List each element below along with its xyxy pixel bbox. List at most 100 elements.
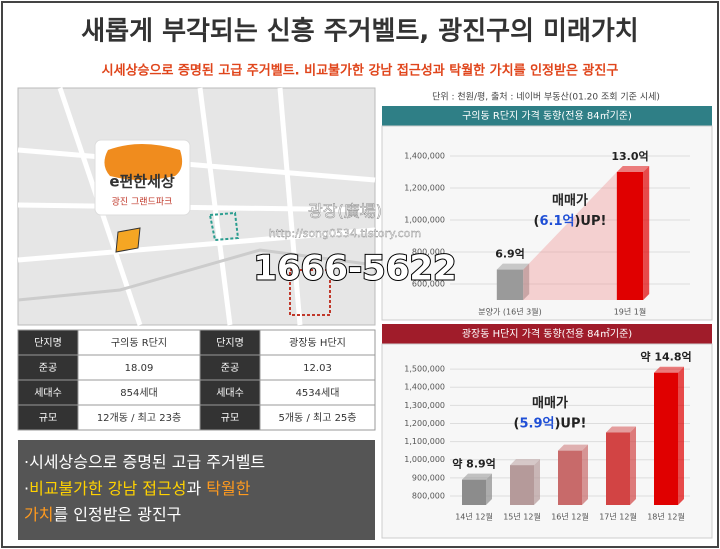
bullet-part: 과 [186,479,206,498]
chart-title: 광장동 H단지 가격 동향(전용 84㎡기준) [462,327,632,340]
annotation: (6.1억)UP! [534,213,607,228]
bullet: ·시세상승으로 증명된 고급 주거벨트 [24,453,265,472]
watermark: 광장(廣場) [308,202,382,221]
bar-top [654,366,684,373]
x-tick-label: 19년 1월 [614,307,647,317]
annotation-part: )UP! [574,213,606,228]
bar-top [616,166,650,172]
table-text: 18.09 [125,363,154,374]
bar [558,450,582,505]
source-note: 단위 : 천원/평, 출처 : 네이버 부동산(01.20 조회 기준 시세) [432,91,660,103]
value-label: 13.0억 [611,150,648,163]
bar-top [462,473,492,480]
table-cell [259,354,376,381]
y-tick-label: 1,400,000 [404,152,445,161]
logo: e편한세상 [109,173,175,191]
table-text: 5개동 / 최고 25층 [279,412,357,424]
chart-header [382,324,712,344]
bar-side [643,166,650,300]
table-text: 12개동 / 최고 23층 [97,412,181,424]
chart-header [382,106,712,126]
table-text: 세대수 [34,387,62,399]
bar [510,465,534,505]
map [17,87,376,326]
y-tick-label: 1,200,000 [404,184,445,193]
charts: 600,000 800,000 1,000,000 1,200,000 1,400,00… [404,150,691,522]
y-tick-label: 1,000,000 [404,455,445,464]
bar-top [496,263,530,270]
bar-side [582,444,588,505]
bullet: 가치를 인정받은 광진구 [24,505,181,524]
table-cell [199,354,261,381]
bullet-part: 비교불가한 강남 접근성 [29,479,186,498]
watermark-url: http://song0534.tistory.com [269,227,421,240]
x-tick-label: 14년 12월 [455,512,493,522]
table-cell [259,404,376,431]
table-text: 854세대 [120,387,158,399]
value-label: 6.9억 [495,248,525,261]
table-text: 광장동 H단지 [289,337,346,349]
y-tick-label: 1,000,000 [404,216,445,225]
bullet-part: · [24,479,29,498]
bar-side [630,426,636,505]
value-label: 약 14.8억 [640,350,691,364]
table-cell [77,404,201,431]
annotation-part: ( [514,416,520,431]
annotation-part: 5.9억 [519,416,554,431]
y-tick-label: 900,000 [412,473,445,482]
table-text: 4534세대 [296,387,340,399]
x-tick-label: 18년 12월 [647,512,685,522]
annotation-part: 6.1억 [539,213,574,228]
table-text: 구의동 R단지 [111,337,167,349]
y-tick-label: 800,000 [412,491,445,500]
x-tick-label: 17년 12월 [599,512,637,522]
y-tick-label: 1,500,000 [404,365,445,374]
bar-side [523,263,530,300]
table-text: 규모 [39,413,57,424]
trend-wedge [523,172,617,300]
annotation: 매매가 [552,193,588,208]
chart-area [381,125,713,321]
logo-sub: 광진 그랜드파크 [112,196,173,208]
annotation-part: ( [534,213,540,228]
bar-side [678,366,684,505]
table-cell [77,379,201,406]
value-label: 약 8.9억 [452,457,496,471]
chart-title: 구의동 R단지 가격 동향(전용 84㎡기준) [462,109,632,122]
table-text: 세대수 [216,387,244,399]
bar [616,172,644,300]
phone: 1666-5622 [253,249,456,289]
x-tick-label: 16년 12월 [551,512,589,522]
y-tick-label: 1,200,000 [404,419,445,428]
table-cell [77,329,201,356]
table-cell [77,354,201,381]
subtitle: 시세상승으로 증명된 고급 주거벨트. 비교불가한 강남 접근성과 탁월한 가치… [102,63,619,79]
bar-top [510,459,540,466]
y-tick-label: 1,300,000 [404,401,445,410]
bar-top [606,426,636,433]
table-cell [199,404,261,431]
y-tick-label: 800,000 [412,248,445,257]
bullet-part: 가치 [24,505,53,524]
y-tick-label: 1,400,000 [404,383,445,392]
table-text: 준공 [39,362,57,374]
y-tick-label: 1,100,000 [404,437,445,446]
table-cell [259,329,376,356]
bar [606,432,630,505]
annotation: (5.9억)UP! [514,416,587,431]
table-cell [259,379,376,406]
bar [654,372,678,505]
table-text: 12.03 [303,363,332,374]
bullet: ·비교불가한 강남 접근성과 탁월한 [24,479,251,498]
title: 새롭게 부각되는 신흥 주거벨트, 광진구의 미래가치 [81,17,638,47]
table-text: 단지명 [34,337,62,349]
y-tick-label: 600,000 [412,280,445,289]
bullet-part: 를 인정받은 광진구 [53,505,181,524]
x-tick-label: 분양가 (16년 3월) [478,307,541,317]
bar [462,479,486,505]
bullet-part: 탁월한 [206,479,250,498]
bar-side [534,459,540,505]
annotation-part: )UP! [554,416,586,431]
